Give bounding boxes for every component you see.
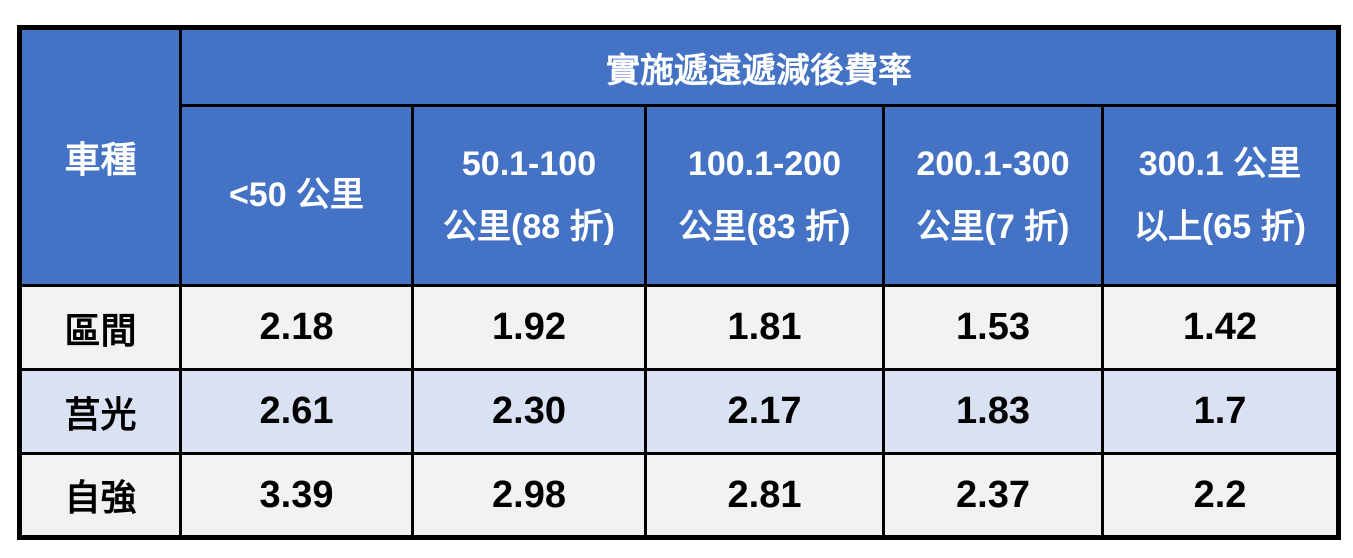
value-cell: 2.17 (644, 368, 885, 455)
value-cell: 2.37 (882, 452, 1104, 539)
table-row: 莒光 2.61 2.30 2.17 1.83 1.7 (18, 368, 1340, 455)
column-header-cell: 300.1 公里 以上(65 折) (1101, 104, 1340, 287)
value-cell: 1.81 (644, 284, 885, 371)
corner-header-cell: 車種 (18, 26, 182, 287)
column-header-cell: <50 公里 (179, 104, 414, 287)
value-cell: 2.61 (179, 368, 414, 455)
value-cell: 2.98 (411, 452, 647, 539)
column-header-line: 200.1-300 (916, 144, 1070, 183)
value-cell: 2.30 (411, 368, 647, 455)
value-cell: 2.18 (179, 284, 414, 371)
value-cell: 2.2 (1101, 452, 1340, 539)
column-header-cell: 50.1-100 公里(88 折) (411, 104, 647, 287)
table-row: 區間 2.18 1.92 1.81 1.53 1.42 (18, 284, 1340, 371)
table-row: 自強 3.39 2.98 2.81 2.37 2.2 (18, 452, 1340, 539)
value-cell: 2.81 (644, 452, 885, 539)
column-header-line: 公里(7 折) (916, 207, 1070, 246)
column-header-line: <50 公里 (228, 176, 365, 215)
value-cell: 1.7 (1101, 368, 1340, 455)
column-header-line: 100.1-200 (687, 144, 842, 183)
column-header-cell: 100.1-200 公里(83 折) (644, 104, 885, 287)
row-label-cell: 自強 (18, 452, 182, 539)
column-header-line: 以上(65 折) (1134, 207, 1306, 246)
header-row-columns: <50 公里 50.1-100 公里(88 折) 100.1-200 公里(83… (20, 104, 1340, 287)
row-label-cell: 區間 (18, 284, 182, 371)
column-header-line: 50.1-100 (461, 144, 597, 183)
value-cell: 1.83 (882, 368, 1104, 455)
column-header-cell: 200.1-300 公里(7 折) (882, 104, 1104, 287)
value-cell: 3.39 (179, 452, 414, 539)
table-title-cell: 實施遞遠遞減後費率 (179, 26, 1340, 107)
row-label-cell: 莒光 (18, 368, 182, 455)
header-row-title: 車種 實施遞遠遞減後費率 (18, 26, 1340, 287)
value-cell: 1.42 (1101, 284, 1340, 371)
value-cell: 1.92 (411, 284, 647, 371)
value-cell: 1.53 (882, 284, 1104, 371)
column-header-line: 公里(88 折) (443, 207, 615, 246)
fare-rate-table: 車種 實施遞遠遞減後費率 <50 公里 50.1-100 公里(88 折) 10… (17, 25, 1341, 540)
column-header-line: 300.1 公里 (1138, 144, 1302, 183)
column-header-line: 公里(83 折) (678, 207, 851, 246)
